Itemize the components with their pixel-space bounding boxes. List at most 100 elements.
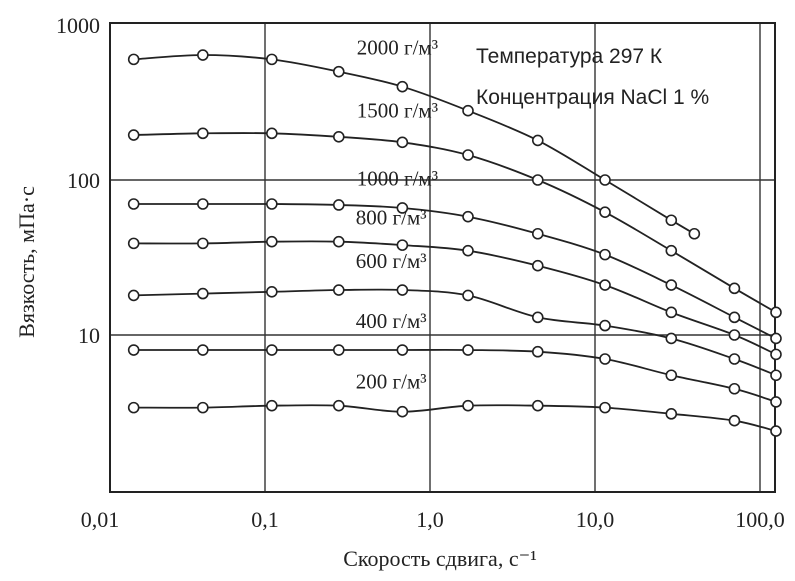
data-point [531,134,544,147]
data-point [770,332,782,345]
series-line [133,404,777,432]
data-point [728,329,741,341]
data-point [266,399,278,412]
data-point [396,239,409,251]
series-1 [127,127,782,319]
data-point [531,174,544,186]
temperature-annotation: Температура 297 К [476,45,663,68]
series-label: 2000 г/м³ [357,36,438,60]
x-tick-label: 1,0 [416,507,444,532]
data-point [266,235,278,248]
data-point [665,244,678,257]
data-point [127,129,140,141]
data-point [127,237,140,250]
data-point [531,311,544,324]
data-point [599,353,611,365]
series-label: 600 г/м³ [356,249,427,273]
data-point [332,344,345,356]
data-point [266,198,278,210]
data-point [396,136,409,149]
data-point [396,405,409,418]
data-point [531,399,544,412]
data-point [197,344,209,356]
data-point [127,401,140,414]
data-point [266,53,278,66]
tick-labels: 0,01 0,1 1,0 10,0 100,0 10 100 1000 [56,13,785,532]
data-point [197,127,209,140]
plot-frame [109,22,776,493]
series-label: 1000 г/м³ [357,167,438,191]
series-4 [127,284,782,382]
series-6 [127,399,782,437]
data-point [770,348,782,361]
data-point [197,287,209,300]
series-label: 400 г/м³ [356,309,427,333]
data-point [665,369,678,382]
series-line [133,288,777,377]
data-point [665,279,678,291]
data-point [462,244,474,257]
data-point [197,198,209,210]
data-point [127,198,140,210]
series-label: 200 г/м³ [356,369,427,393]
x-tick-label: 100,0 [735,507,785,532]
data-point [127,53,140,66]
series-group [127,49,782,437]
data-point [728,353,741,365]
series-labels: 2000 г/м³ 1500 г/м³ 1000 г/м³ 800 г/м³ 600 г… [356,36,438,394]
data-point [462,344,474,356]
data-point [332,284,345,296]
data-point [599,319,611,332]
x-tick-label: 0,01 [81,507,120,532]
data-point [266,127,278,140]
data-point [599,248,611,261]
grid [110,23,775,492]
series-0 [127,49,701,240]
data-point [665,332,678,345]
series-line [133,240,777,356]
data-point [197,49,209,61]
data-point [599,206,611,218]
series-3 [127,235,782,361]
series-line [133,54,695,235]
data-point [266,285,278,298]
y-tick-label: 100 [67,168,100,193]
y-tick-label: 1000 [56,13,100,38]
data-point [127,344,140,356]
data-point [332,130,345,143]
y-tick-label: 10 [78,323,100,348]
data-point [462,104,474,117]
data-point [462,210,474,223]
y-axis-title: Вязкость, мПа·с [14,186,39,338]
data-point [728,282,741,295]
data-point [266,344,278,356]
data-point [770,306,782,319]
data-point [332,199,345,211]
data-point [462,399,474,412]
data-point [728,414,741,427]
data-point [770,369,782,382]
data-point [127,289,140,302]
series-2 [127,198,782,345]
data-point [462,289,474,302]
series-line [133,203,777,340]
data-point [531,345,544,358]
series-5 [127,344,782,408]
data-point [531,259,544,272]
data-point [462,149,474,161]
series-label: 800 г/м³ [356,205,427,229]
data-point [531,227,544,240]
data-point [665,214,678,227]
x-tick-label: 10,0 [576,507,615,532]
data-point [332,65,345,78]
data-point [728,382,741,395]
data-point [197,401,209,414]
concentration-annotation: Концентрация NaCl 1 % [476,86,709,109]
data-point [688,227,701,240]
data-point [332,235,345,248]
data-point [599,174,611,186]
data-point [599,279,611,291]
x-axis-title: Скорость сдвига, с⁻¹ [343,546,537,571]
data-point [396,284,409,296]
